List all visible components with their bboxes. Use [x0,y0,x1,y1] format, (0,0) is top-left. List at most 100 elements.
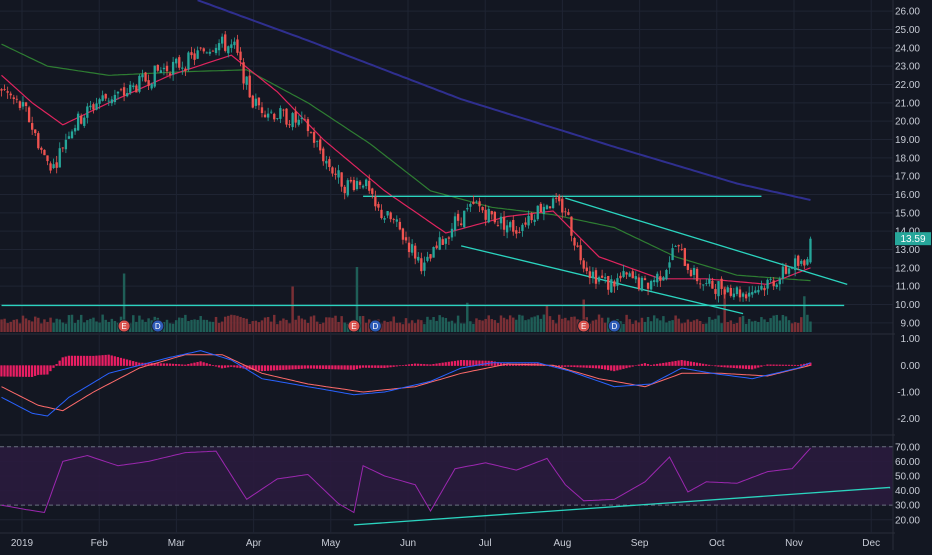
price-tick-label: 9.00 [901,318,921,329]
volume-bar [450,320,454,332]
volume-bar [413,323,417,332]
macd-histogram-bar [790,364,794,366]
macd-histogram-bar [312,365,316,369]
macd-histogram-bar [607,365,610,371]
macd-histogram-bar [680,360,683,366]
macd-histogram-bar [659,363,662,366]
price-tick-label: 20.00 [895,117,920,128]
macd-histogram-bar [496,362,499,366]
candle-body [89,105,92,108]
volume-bar [778,320,782,332]
candle-body [46,155,49,162]
volume-bar [110,318,114,332]
macd-histogram-bar [708,364,711,366]
volume-bar [254,320,258,332]
macd-histogram-bar [95,355,98,366]
macd-histogram-bar [588,365,591,368]
dividend-marker-label: D [155,322,161,331]
volume-bar [508,315,512,332]
macd-histogram-bar [294,365,297,370]
volume-bar [196,319,199,332]
macd-histogram-bar [512,363,515,366]
macd-histogram-bar [438,363,441,366]
macd-histogram-bar [58,360,61,366]
volume-bar [643,321,647,332]
price-tick-label: 11.00 [896,282,921,293]
macd-histogram-bar [616,365,619,371]
candle-body [527,215,530,226]
candle-body [744,294,748,299]
macd-histogram-bar [119,357,123,366]
volume-bar [539,318,543,332]
macd-histogram-bar [355,365,359,370]
macd-histogram-bar [349,365,352,370]
volume-bar [515,319,518,332]
volume-bar [493,320,497,332]
volume-bar [652,315,656,332]
volume-bar [383,320,386,332]
candle-body [616,278,619,286]
volume-bar [79,314,83,332]
volume-bar [472,323,475,332]
trendline-channel-top [565,197,848,285]
volume-bar [361,315,365,332]
candle-body [622,271,625,277]
volume-bar [564,317,567,332]
macd-histogram-bar [625,365,628,369]
macd-histogram-bar [12,365,15,377]
macd-histogram-bar [701,363,705,366]
macd-histogram-bar [282,365,285,370]
macd-histogram-bar [478,360,481,366]
volume-bar [322,322,325,332]
candle-body [680,249,683,250]
macd-histogram-bar [64,356,67,366]
macd-histogram-bar [346,365,349,370]
candle-body [300,117,303,120]
candle-body [73,128,77,132]
macd-histogram-bar [741,365,745,369]
candle-body [625,272,628,275]
volume-bar [24,318,28,332]
candle-body [227,46,230,54]
volume-bar [398,322,402,332]
macd-histogram-bar [233,365,236,368]
candle-body [591,271,595,279]
volume-bar [392,316,395,332]
macd-histogram-bar [603,365,607,370]
macd-histogram-bar [686,361,689,366]
volume-bar [46,321,49,332]
macd-histogram-bar [800,364,803,366]
volume-bar [512,317,515,332]
candle-body [665,270,668,280]
macd-histogram-bar [171,363,175,366]
macd-histogram-bar [86,355,89,366]
candle-body [668,262,671,268]
volume-bar [315,321,319,332]
volume-bar [288,323,291,332]
candle-body [456,213,460,221]
macd-histogram-bar [168,363,172,366]
volume-bar [573,316,576,332]
candle-body [150,83,153,89]
time-tick-label: Sep [631,538,649,549]
volume-bar [174,320,178,332]
candle-body [306,119,310,132]
macd-histogram-bar [34,365,37,376]
macd-histogram-bar [600,365,604,370]
macd-histogram-bar [561,365,564,367]
macd-histogram-bar [787,364,791,366]
macd-histogram-bar [723,365,726,368]
volume-bar [98,322,101,332]
volume-bar [426,316,429,332]
macd-histogram-bar [481,360,484,366]
candle-body [6,91,9,93]
price-tick-label: 21.00 [895,98,920,109]
volume-bar [58,319,61,332]
candle-body [315,141,319,142]
candle-body [790,268,794,269]
volume-bar [766,321,769,332]
candle-body [772,280,775,287]
macd-histogram-bar [490,360,493,366]
candle-body [729,287,732,296]
